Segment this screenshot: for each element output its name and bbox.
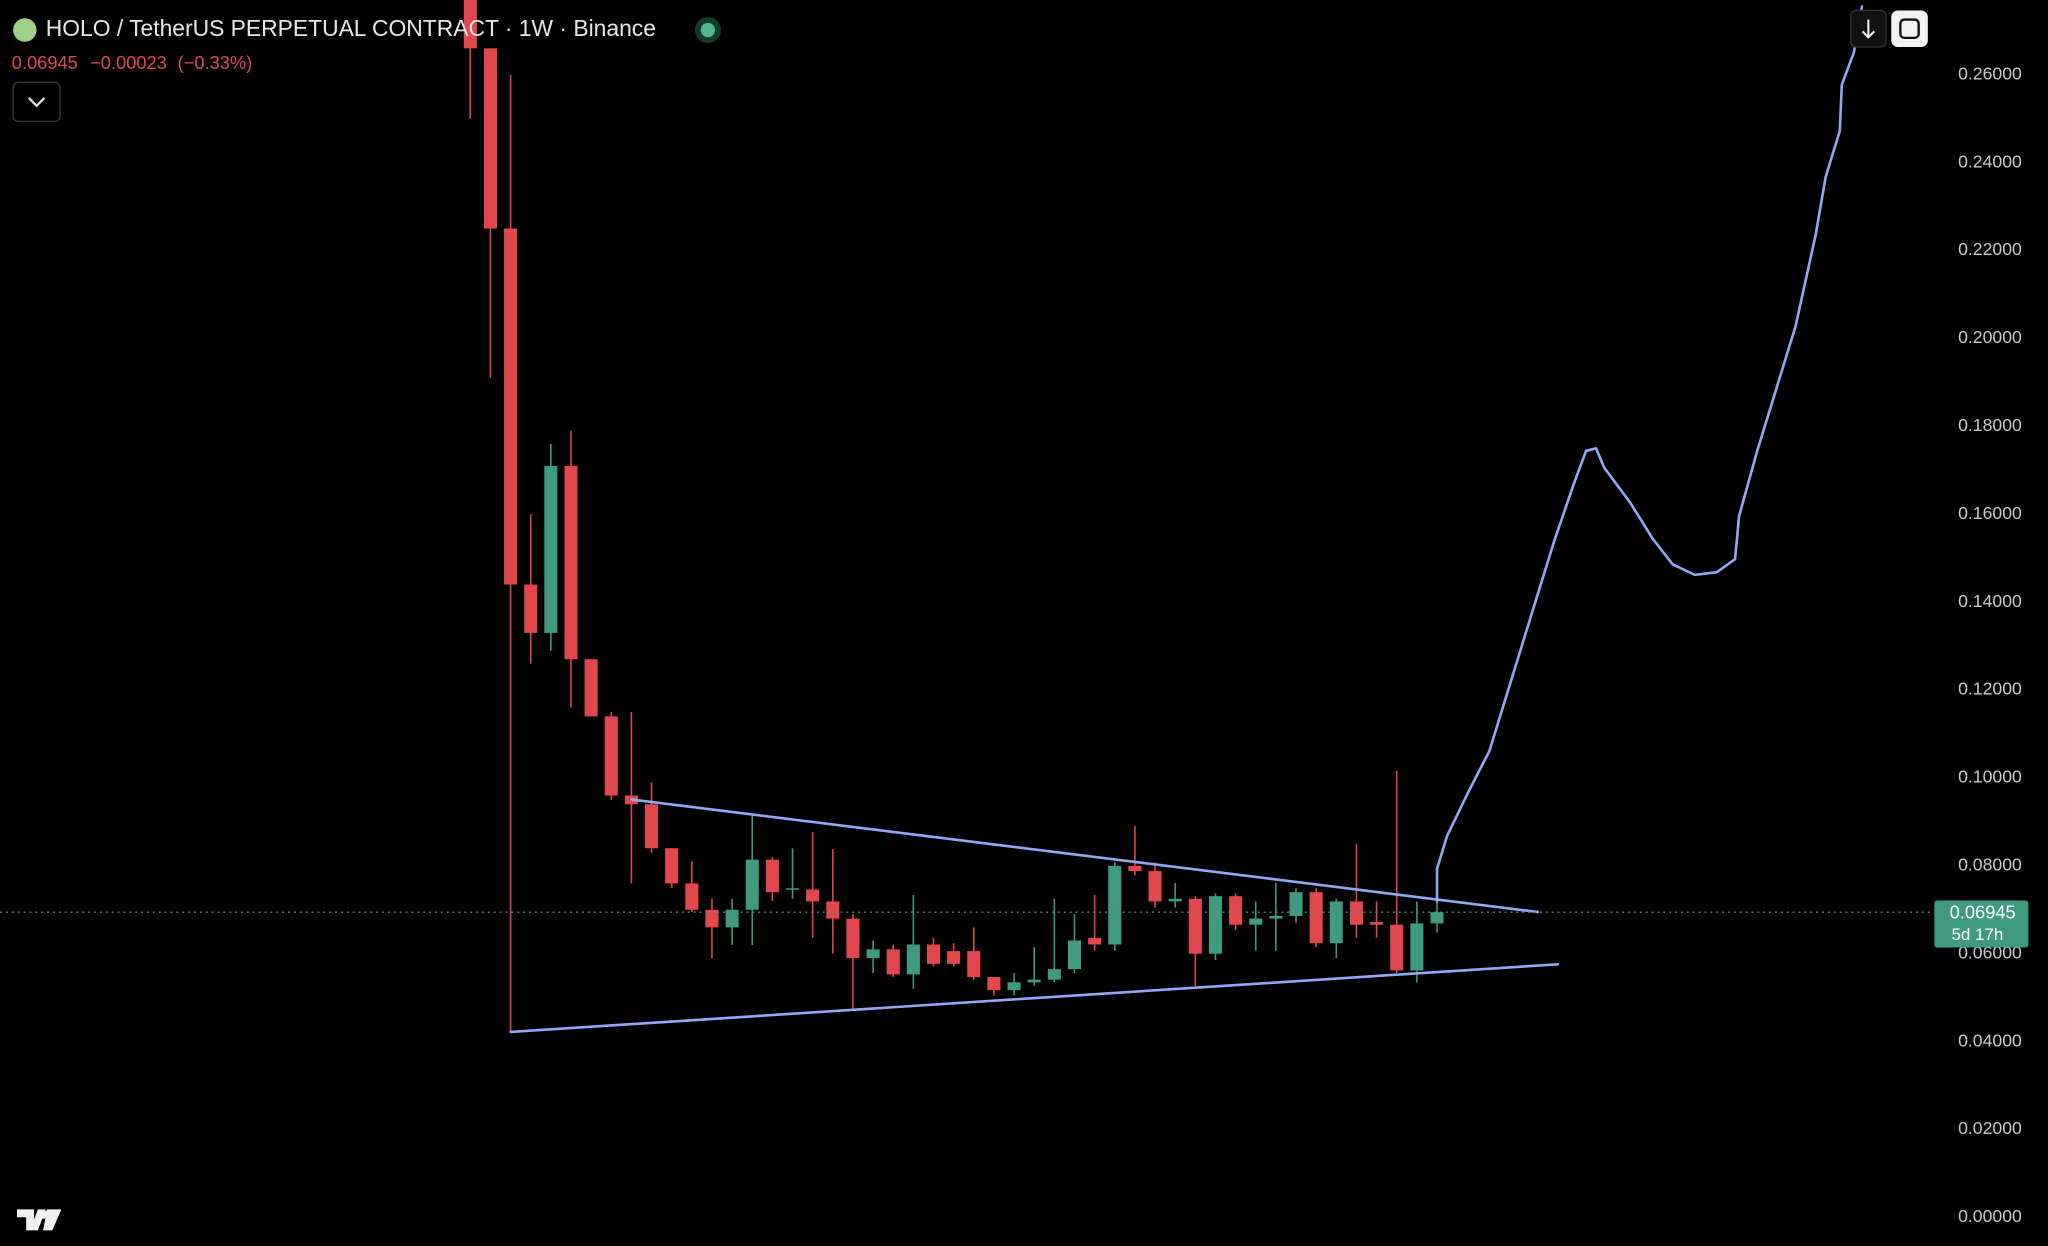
candle-body: [1430, 912, 1444, 924]
candle-body: [1269, 915, 1283, 919]
candle-body: [1088, 937, 1102, 945]
price-change: −0.00023: [90, 52, 167, 73]
price-change-pct: (−0.33%): [178, 52, 253, 73]
price-tag-countdown: 5d 17h: [1951, 925, 2003, 944]
chart-title: HOLO / TetherUS PERPETUAL CONTRACT · 1W …: [46, 15, 656, 41]
tradingview-logo: [17, 1209, 62, 1231]
candle-body: [1047, 969, 1061, 980]
candle-body: [1229, 896, 1243, 925]
download-icon[interactable]: [1861, 19, 1875, 39]
candle-body: [1249, 918, 1263, 925]
y-tick-label: 0.02000: [1958, 1118, 2022, 1138]
candle-body: [967, 951, 981, 978]
logo-dot: [38, 1210, 48, 1219]
y-tick-label: 0.14000: [1958, 591, 2022, 611]
candle-body: [1007, 982, 1021, 991]
fullscreen-button[interactable]: [1891, 10, 1928, 48]
candle-body: [483, 48, 497, 229]
candle-body: [1067, 940, 1082, 970]
logo-slash: [43, 1209, 62, 1231]
candle-body: [745, 859, 759, 910]
candle-body: [1027, 979, 1041, 983]
y-tick-label: 0.22000: [1958, 239, 2022, 259]
collapse-button[interactable]: [12, 81, 61, 123]
candle-body: [926, 944, 941, 964]
candle-body: [1349, 901, 1363, 925]
y-tick-label: 0.20000: [1958, 327, 2022, 347]
candle-body: [1128, 865, 1142, 872]
candle-body: [846, 918, 860, 959]
collapse-button-frame[interactable]: [12, 81, 61, 123]
candle-body: [1309, 892, 1323, 944]
candle-body: [504, 228, 518, 585]
candle-body: [544, 465, 558, 633]
candle-body: [866, 949, 880, 959]
candle-body: [665, 848, 679, 884]
y-tick-label: 0.12000: [1958, 679, 2022, 699]
candle-body: [826, 901, 840, 919]
candle-body: [463, 0, 477, 49]
candle-body: [1208, 896, 1222, 954]
candle-body: [524, 584, 538, 633]
fullscreen-icon[interactable]: [1899, 18, 1920, 40]
price-tag: [1934, 900, 2029, 948]
trendline: [630, 798, 1540, 914]
symbol-icon: [13, 18, 37, 42]
candle-body: [987, 977, 1001, 991]
candle-body: [705, 909, 719, 928]
candle-body: [947, 951, 961, 964]
candle-body: [645, 804, 659, 849]
status-dot: [700, 22, 716, 38]
y-tick-label: 0.00000: [1958, 1206, 2022, 1226]
candle-body: [584, 659, 598, 717]
candle-body: [1168, 898, 1182, 902]
candle-body: [906, 944, 920, 975]
candle-body: [1148, 871, 1162, 902]
y-tick-label: 0.26000: [1958, 63, 2022, 83]
candle-body: [604, 716, 618, 796]
candle-body: [1329, 901, 1343, 944]
candle-body: [1390, 924, 1404, 971]
candle-body: [564, 465, 578, 660]
candle-body: [1370, 922, 1384, 925]
candle-body: [1108, 865, 1122, 945]
price-tag-label: 0.06945: [1950, 901, 2016, 922]
candle-body: [685, 883, 699, 910]
fullscreen-button-frame[interactable]: [1891, 10, 1928, 48]
plot-area: [0, 0, 1931, 1034]
chevron-icon[interactable]: [27, 97, 46, 108]
candle-body: [1289, 892, 1303, 916]
y-tick-label: 0.24000: [1958, 151, 2022, 171]
candle-body: [765, 859, 779, 893]
y-tick-label: 0.08000: [1958, 854, 2022, 874]
candle-body: [1188, 898, 1202, 954]
candle-body: [806, 889, 820, 902]
candle-body: [725, 909, 739, 928]
trendline: [509, 962, 1560, 1034]
y-tick-label: 0.10000: [1958, 767, 2022, 787]
last-price: 0.06945: [12, 52, 78, 73]
projection-path: [1435, 5, 1864, 903]
download-button[interactable]: [1850, 9, 1887, 48]
candle-body: [1410, 923, 1424, 971]
candle-body: [886, 949, 900, 975]
y-tick-label: 0.04000: [1958, 1030, 2022, 1050]
candle-body: [785, 888, 800, 890]
y-tick-label: 0.16000: [1958, 503, 2022, 523]
y-tick-label: 0.18000: [1958, 415, 2022, 435]
